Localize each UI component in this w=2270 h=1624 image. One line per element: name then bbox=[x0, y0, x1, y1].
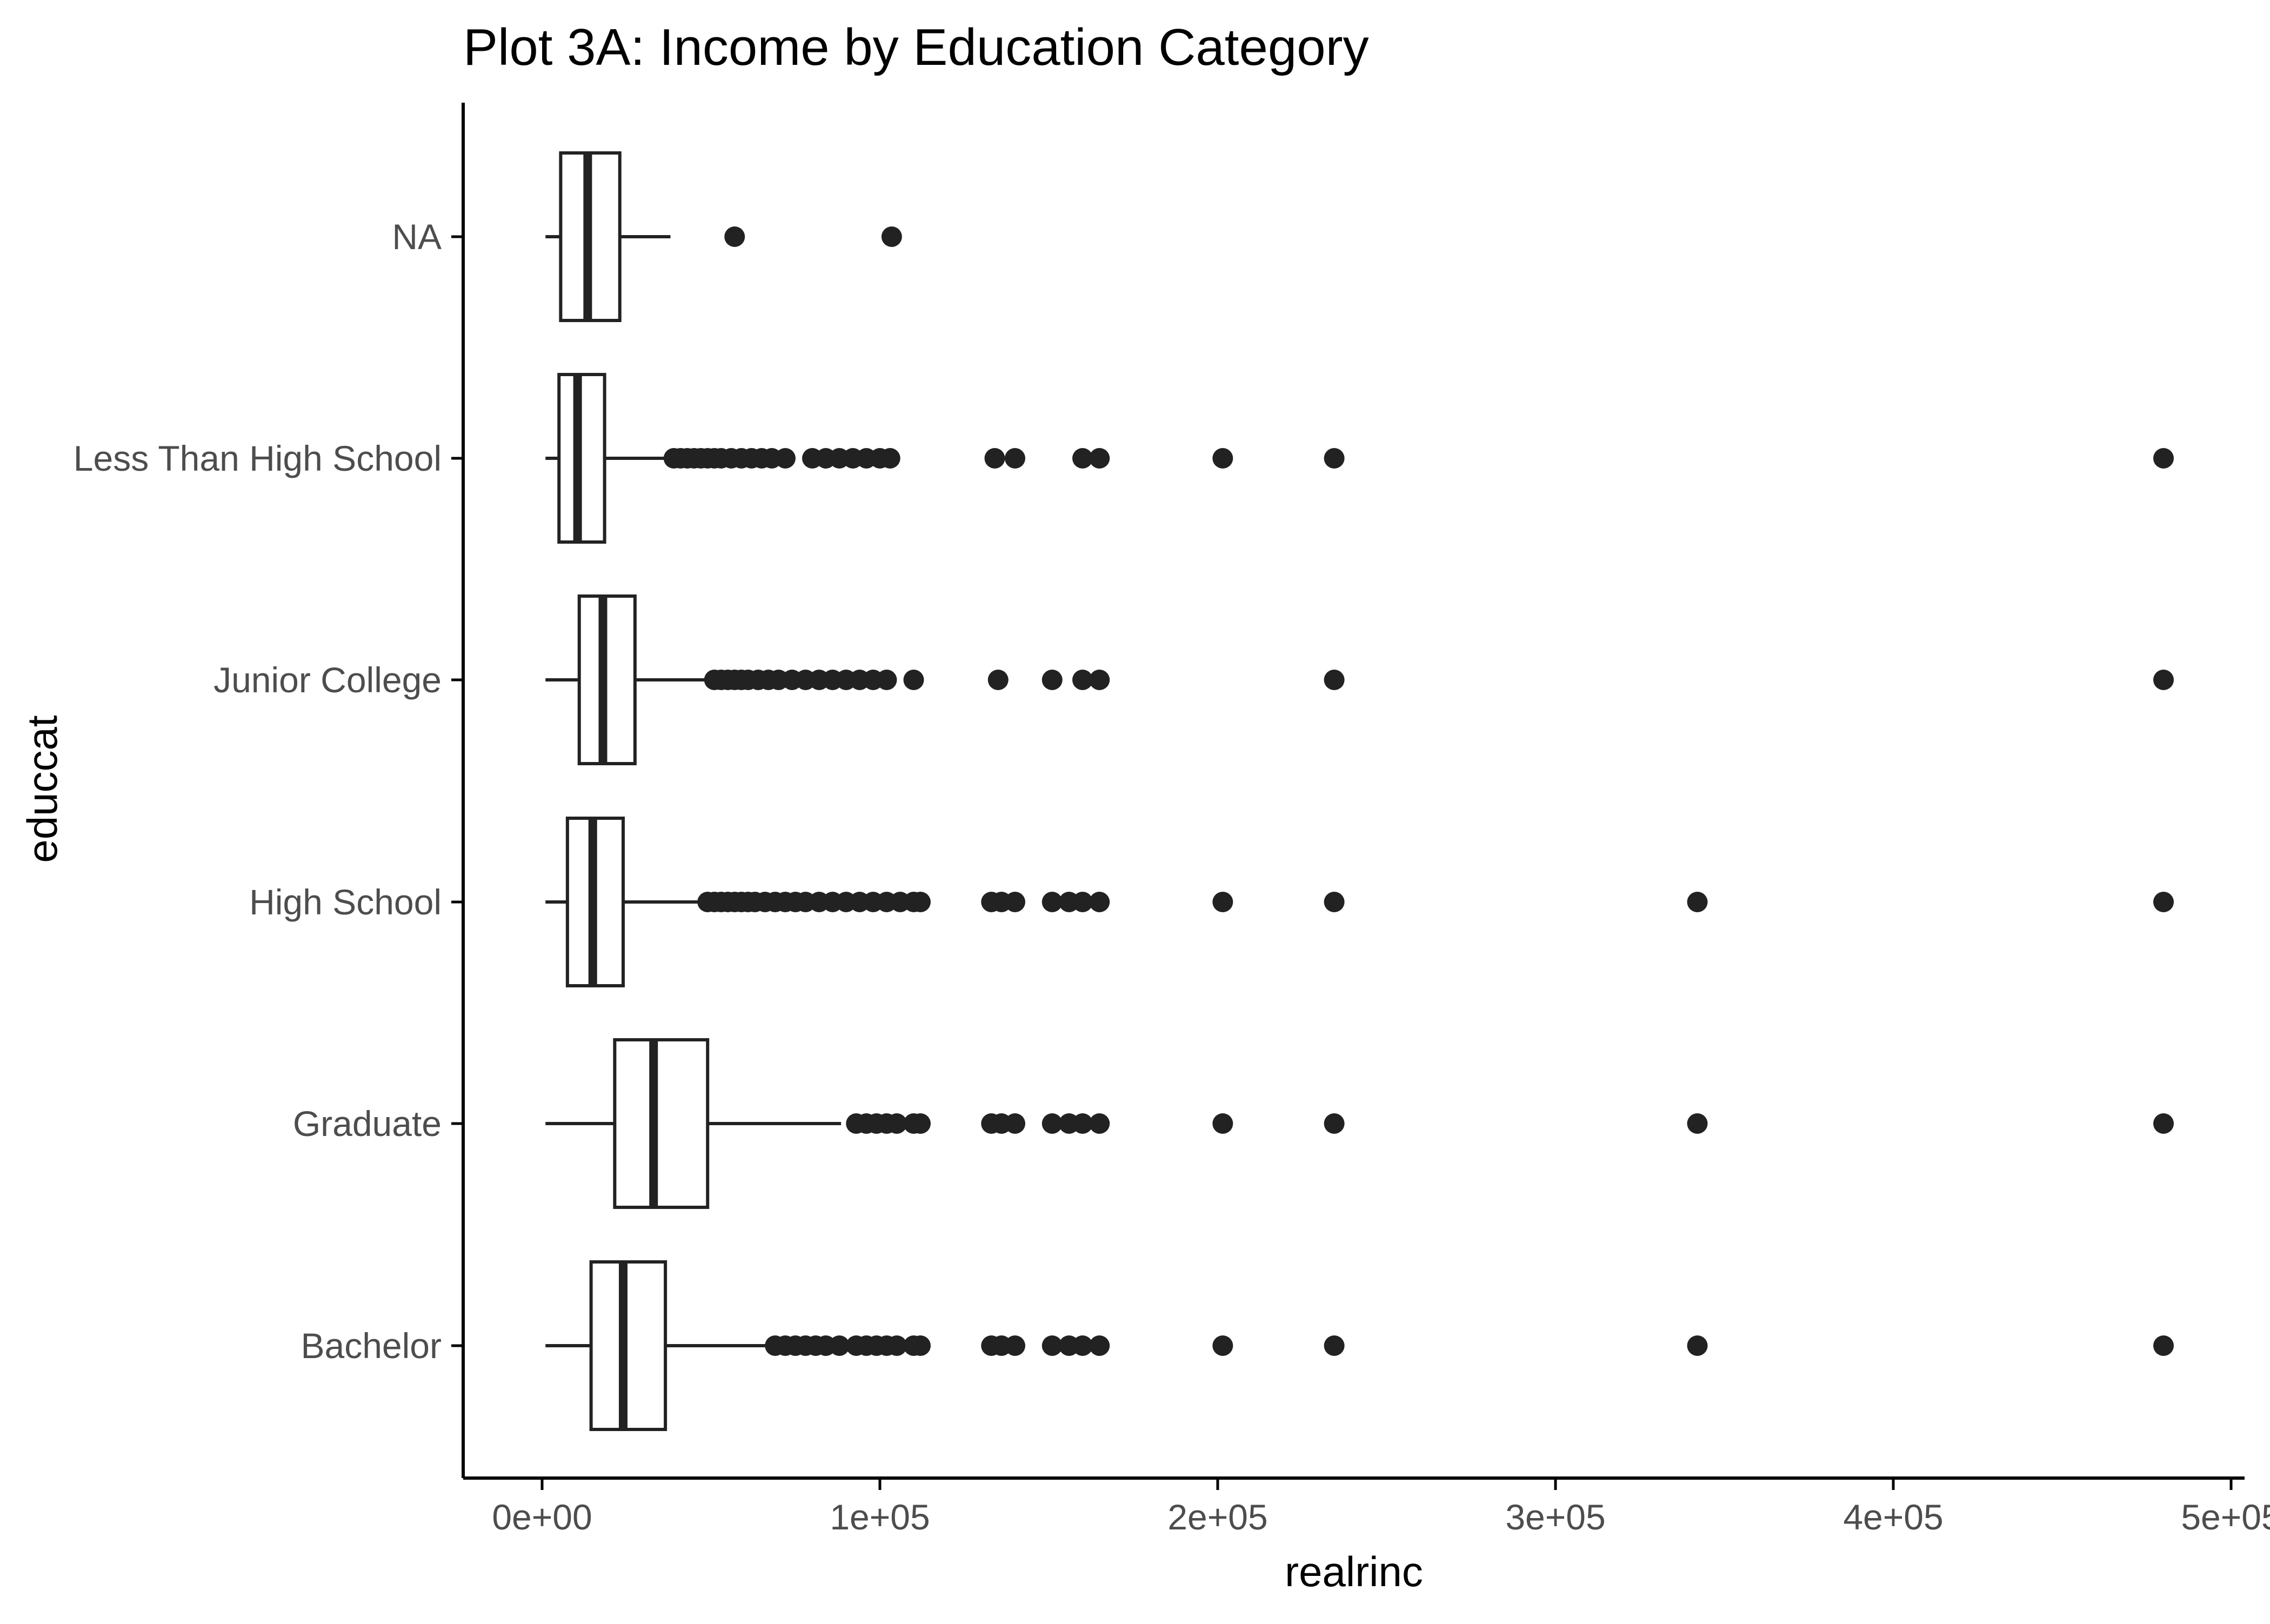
outlier-point bbox=[1089, 448, 1110, 469]
outlier-point bbox=[1324, 1335, 1345, 1356]
outlier-point bbox=[1212, 1113, 1233, 1134]
outlier-point bbox=[987, 670, 1009, 690]
outlier-point bbox=[1041, 670, 1063, 690]
outlier-point bbox=[1089, 670, 1110, 690]
outlier-point bbox=[2153, 1335, 2174, 1356]
outlier-point bbox=[2153, 448, 2174, 469]
y-tick-label: High School bbox=[249, 882, 442, 922]
outlier-point bbox=[2153, 670, 2174, 690]
outlier-point bbox=[1212, 892, 1233, 912]
outlier-point bbox=[1005, 448, 1025, 469]
outlier-point bbox=[2153, 892, 2174, 912]
chart-title: Plot 3A: Income by Education Category bbox=[463, 18, 1369, 76]
y-tick-label: NA bbox=[392, 217, 442, 257]
outlier-point bbox=[1089, 892, 1110, 912]
outlier-point bbox=[724, 226, 745, 247]
y-tick-label: Graduate bbox=[293, 1104, 442, 1144]
outlier-point bbox=[1005, 1335, 1025, 1356]
outlier-point bbox=[1072, 448, 1093, 469]
x-tick-label: 0e+00 bbox=[492, 1497, 592, 1537]
outlier-point bbox=[1212, 1335, 1233, 1356]
outlier-point bbox=[910, 892, 931, 912]
y-tick-label: Bachelor bbox=[301, 1326, 442, 1366]
box bbox=[613, 1038, 710, 1209]
outlier-point bbox=[1005, 892, 1025, 912]
x-axis-title: realrinc bbox=[1285, 1548, 1423, 1595]
outlier-point bbox=[1089, 1335, 1110, 1356]
y-tick-label: Less Than High School bbox=[74, 438, 442, 478]
outlier-point bbox=[1072, 670, 1093, 690]
outlier-point bbox=[775, 448, 796, 469]
outlier-point bbox=[1041, 892, 1063, 912]
outlier-point bbox=[1089, 1113, 1110, 1134]
outlier-point bbox=[1324, 448, 1345, 469]
outlier-point bbox=[984, 448, 1005, 469]
outlier-point bbox=[1212, 448, 1233, 469]
outlier-point bbox=[903, 670, 924, 690]
x-tick-label: 3e+05 bbox=[1505, 1497, 1605, 1537]
box bbox=[589, 1260, 667, 1431]
x-tick-label: 1e+05 bbox=[830, 1497, 930, 1537]
x-tick-label: 4e+05 bbox=[1843, 1497, 1943, 1537]
outlier-point bbox=[886, 1335, 907, 1356]
outlier-point bbox=[1041, 1113, 1063, 1134]
outlier-point bbox=[1324, 892, 1345, 912]
outlier-point bbox=[886, 1113, 907, 1134]
outlier-point bbox=[1324, 1113, 1345, 1134]
y-tick-label: Junior College bbox=[213, 660, 442, 700]
outlier-point bbox=[876, 670, 897, 690]
outlier-point bbox=[2153, 1113, 2174, 1134]
outlier-point bbox=[910, 1335, 931, 1356]
x-tick-label: 2e+05 bbox=[1167, 1497, 1267, 1537]
outlier-point bbox=[1072, 1335, 1093, 1356]
outlier-point bbox=[1005, 1113, 1025, 1134]
outlier-point bbox=[1687, 1335, 1708, 1356]
outlier-point bbox=[1687, 892, 1708, 912]
y-axis-title: educcat bbox=[18, 715, 66, 863]
outlier-point bbox=[881, 226, 902, 247]
outlier-point bbox=[1041, 1335, 1063, 1356]
outlier-point bbox=[829, 1335, 850, 1356]
outlier-point bbox=[1324, 670, 1345, 690]
plot-area: 0e+00 1e+05 2e+05 3e+05 4e+05 5e+05 NA Less Tha… bbox=[74, 103, 2270, 1537]
outlier-point bbox=[1072, 1113, 1093, 1134]
outlier-point bbox=[910, 1113, 931, 1134]
outlier-point bbox=[1072, 892, 1093, 912]
x-tick-label: 5e+05 bbox=[2181, 1497, 2270, 1537]
outlier-point bbox=[1687, 1113, 1708, 1134]
outlier-point bbox=[879, 448, 900, 469]
